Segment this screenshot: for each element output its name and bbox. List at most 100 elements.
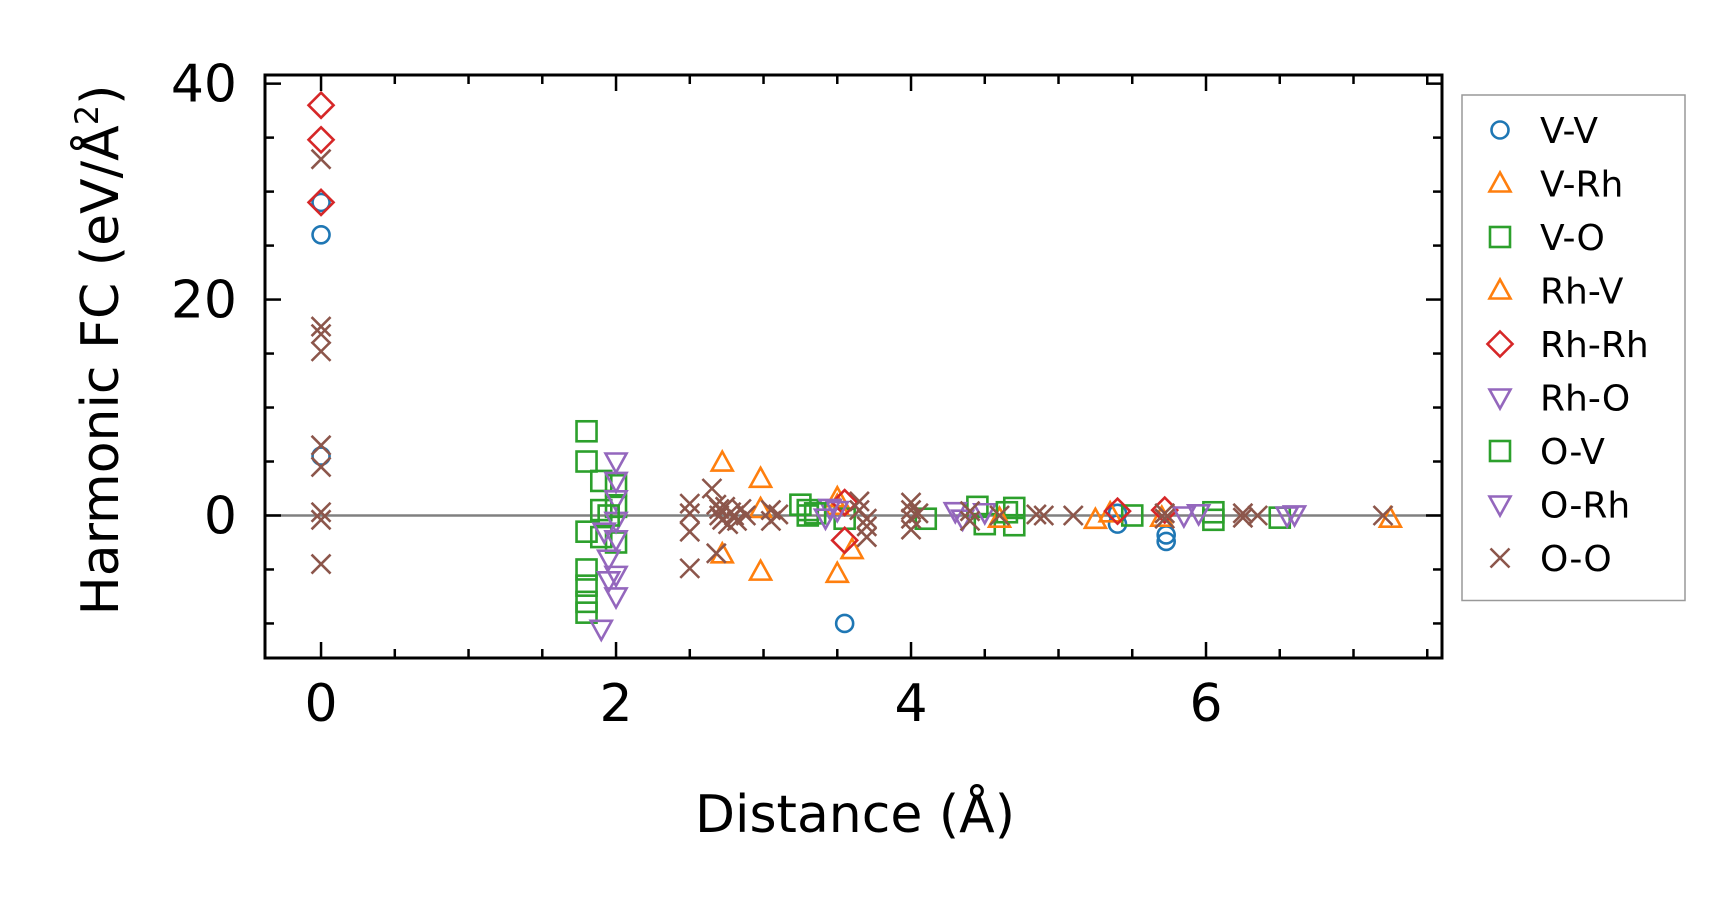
data-point: [1372, 505, 1394, 526]
data-point: [310, 316, 332, 337]
data-point: [311, 446, 331, 466]
data-point: [824, 492, 850, 516]
data-point: [959, 500, 981, 522]
data-point: [310, 323, 332, 345]
data-point: [1103, 496, 1132, 526]
x-tick-label: 2: [599, 674, 632, 734]
data-point: [311, 192, 331, 213]
data-point: [603, 471, 629, 495]
legend-marker: [1487, 276, 1513, 300]
data-point: [575, 450, 598, 473]
data-marks: [306, 90, 1404, 643]
data-point: [1002, 496, 1026, 520]
data-point: [603, 489, 629, 513]
data-point: [767, 503, 789, 525]
data-point: [824, 560, 850, 584]
data-point: [679, 493, 701, 515]
data-point: [803, 502, 827, 525]
y-tick-label: 20: [171, 271, 237, 331]
data-point: [972, 502, 998, 526]
data-point: [914, 507, 938, 531]
data-point: [900, 499, 922, 521]
data-point: [834, 613, 855, 634]
y-axis-label: Harmonic FC (eV/Å2): [68, 85, 131, 616]
legend-label: V-O: [1540, 218, 1605, 259]
legend-marker: [1487, 388, 1513, 412]
data-point: [830, 525, 859, 555]
data-point: [575, 419, 598, 443]
data-point: [705, 542, 727, 564]
legend-label: O-O: [1540, 539, 1612, 580]
y-tick-label: 40: [171, 55, 237, 115]
data-point: [701, 478, 723, 499]
data-point: [1171, 506, 1197, 530]
legend-marker: [1487, 495, 1513, 519]
legend-label: Rh-O: [1540, 379, 1630, 420]
data-point: [589, 498, 613, 522]
y-tick-label: 0: [204, 486, 237, 546]
y-axis-label-close: ): [71, 85, 131, 105]
data-point: [1154, 508, 1176, 530]
data-point: [989, 505, 1010, 526]
data-point: [310, 456, 332, 478]
data-point: [709, 448, 735, 472]
data-point: [830, 488, 859, 517]
data-point: [310, 340, 332, 362]
legend-marker: [1490, 120, 1510, 140]
data-point: [575, 558, 598, 581]
data-point: [1062, 505, 1084, 526]
data-point: [603, 565, 629, 589]
data-point: [959, 510, 981, 532]
legend-marker: [1487, 169, 1513, 193]
data-point: [848, 491, 870, 512]
data-point: [747, 557, 774, 581]
data-point: [1281, 505, 1308, 529]
legend-marker: [1489, 547, 1511, 569]
x-tick-label: 6: [1189, 674, 1222, 734]
series-V-V: [311, 192, 1176, 634]
data-point: [747, 465, 774, 489]
data-point: [679, 502, 701, 524]
legend-label: Rh-V: [1540, 272, 1624, 313]
data-point: [1247, 505, 1269, 526]
y-axis-label-group: Harmonic FC (eV/Å2): [68, 85, 131, 616]
legend-marker: [1485, 329, 1515, 359]
data-point: [839, 536, 865, 560]
data-point: [310, 509, 332, 531]
data-point: [310, 553, 332, 575]
legend-label: O-Rh: [1540, 486, 1630, 527]
plot-frame: [263, 73, 1444, 660]
y-axis-label-superscript: 2: [68, 105, 106, 125]
data-point: [824, 500, 850, 524]
legend-label: V-V: [1540, 111, 1598, 152]
data-point: [1154, 502, 1176, 524]
data-point: [1033, 505, 1055, 526]
data-point: [856, 526, 878, 548]
data-point: [1156, 531, 1176, 552]
legend-marker: [1488, 225, 1512, 249]
data-point: [856, 515, 878, 537]
data-point: [986, 505, 1013, 529]
series-O-O: [310, 148, 1394, 579]
series-Rh-Rh: [306, 90, 1180, 555]
data-point: [735, 505, 757, 526]
legend-label: O-V: [1540, 432, 1605, 473]
data-point: [603, 452, 629, 476]
data-point: [603, 587, 629, 611]
data-point: [311, 224, 331, 245]
series-Rh-O: [588, 452, 1300, 643]
data-point: [310, 148, 332, 170]
data-point: [1120, 504, 1144, 527]
legend-label: Rh-Rh: [1540, 325, 1649, 366]
data-point: [603, 529, 629, 553]
data-point: [310, 501, 332, 523]
data-point: [575, 520, 598, 543]
data-point: [856, 508, 878, 530]
axis-ticks: 0 2 4 6 0 20 40: [171, 55, 1444, 734]
data-point: [597, 504, 620, 527]
data-point: [1185, 504, 1212, 528]
data-point: [588, 619, 614, 643]
data-point: [589, 525, 613, 549]
data-point: [604, 473, 628, 497]
data-point: [1002, 513, 1026, 537]
